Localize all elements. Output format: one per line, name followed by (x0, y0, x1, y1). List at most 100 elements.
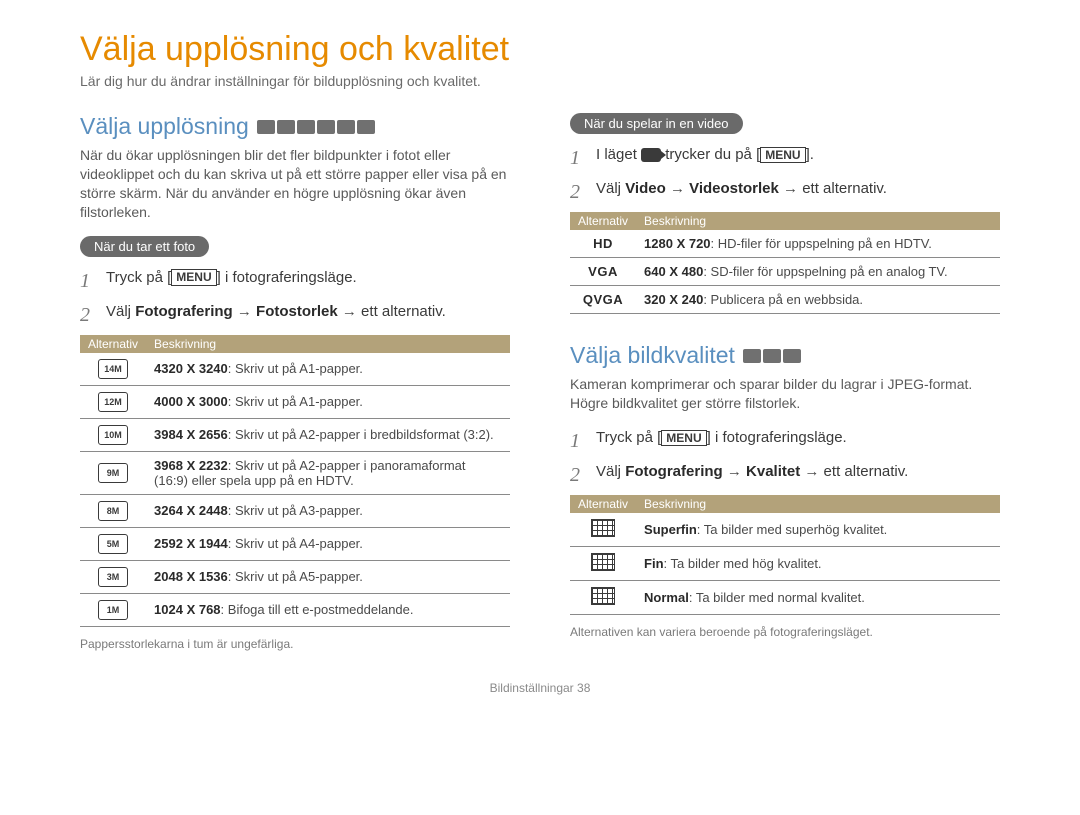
table-row: 12M 4000 X 3000: Skriv ut på A1-papper. (80, 385, 510, 418)
left-column: Välja upplösning När du ökar upplösninge… (80, 113, 510, 651)
note-quality: Alternativen kan variera beroende på fot… (570, 625, 1000, 639)
table-row: 5M2592 X 1944: Skriv ut på A4-papper. (80, 527, 510, 560)
option-icon-cell (570, 546, 636, 580)
table-header: Alternativ Beskrivning (570, 212, 1000, 230)
pill-photo: När du tar ett foto (80, 236, 209, 257)
table-row: QVGA 320 X 240: Publicera på en webbsida. (570, 286, 1000, 314)
table-row: Superfin: Ta bilder med superhög kvalite… (570, 513, 1000, 547)
desc-cell: 3984 X 2656: Skriv ut på A2-papper i bre… (146, 418, 510, 451)
table-header: Alternativ Beskrivning (80, 335, 510, 353)
text: I läget (596, 146, 641, 163)
text: Välj (596, 180, 625, 197)
option-icon-cell: 9M (80, 451, 146, 494)
option-icon-cell: 14M (80, 353, 146, 386)
text: ett alternativ. (819, 463, 908, 480)
text: Tryck på [ (106, 269, 171, 286)
step-1: 1 Tryck på [MENU] i fotograferingsläge. (80, 267, 510, 295)
step-number: 2 (570, 178, 588, 206)
table-row: 9M3968 X 2232: Skriv ut på A2-papper i p… (80, 451, 510, 494)
video-format-label: HD (593, 236, 613, 251)
page-footer: Bildinställningar 38 (80, 681, 1000, 695)
arrow-icon: → (804, 463, 819, 480)
desc-cell: Normal: Ta bilder med normal kvalitet. (636, 580, 1000, 614)
table-row: Fin: Ta bilder med hög kvalitet. (570, 546, 1000, 580)
th-option: Alternativ (570, 212, 636, 230)
option-icon-cell: 3M (80, 560, 146, 593)
desc-cell: 3968 X 2232: Skriv ut på A2-papper i pan… (146, 451, 510, 494)
resolution-icon: 14M (98, 359, 128, 379)
mode-icons (257, 120, 375, 134)
step-2: 2 Välj Fotografering → Fotostorlek → ett… (80, 301, 510, 329)
quality-icon (591, 587, 615, 605)
right-column: När du spelar in en video 1 I läget tryc… (570, 113, 1000, 651)
text: Fotografering (135, 303, 233, 320)
th-option: Alternativ (80, 335, 146, 353)
mode-icon (297, 120, 315, 134)
mode-icons (743, 349, 801, 363)
video-format-label: QVGA (583, 292, 623, 307)
table-row: HD1280 X 720: HD-filer för uppspelning p… (570, 230, 1000, 258)
step-number: 1 (570, 144, 588, 172)
desc-cell: 4000 X 3000: Skriv ut på A1-papper. (146, 385, 510, 418)
option-icon-cell: 1M (80, 593, 146, 626)
desc-cell: 640 X 480: SD-filer för uppspelning på e… (636, 258, 1000, 286)
desc-cell: 2592 X 1944: Skriv ut på A4-papper. (146, 527, 510, 560)
option-icon-cell: VGA (570, 258, 636, 286)
intro-quality: Kameran komprimerar och sparar bilder du… (570, 375, 1000, 413)
table-row: 1M 1024 X 768: Bifoga till ett e-postmedd… (80, 593, 510, 626)
th-desc: Beskrivning (146, 335, 510, 353)
page-subtitle: Lär dig hur du ändrar inställningar för … (80, 73, 1000, 89)
heading-resolution: Välja upplösning (80, 113, 510, 140)
photo-size-table: Alternativ Beskrivning 14M 4320 X 3240: S… (80, 335, 510, 627)
option-icon-cell: 12M (80, 385, 146, 418)
note-paper: Pappersstorlekarna i tum är ungefärliga. (80, 637, 510, 651)
mode-icon (257, 120, 275, 134)
table-row: VGA 640 X 480: SD-filer för uppspelning p… (570, 258, 1000, 286)
mode-icon (783, 349, 801, 363)
heading-resolution-text: Välja upplösning (80, 113, 249, 140)
text: ] i fotograferingsläge. (707, 429, 847, 446)
table-row: Normal: Ta bilder med normal kvalitet. (570, 580, 1000, 614)
text: Välj (596, 463, 625, 480)
option-icon-cell: 8M (80, 494, 146, 527)
text: Video (625, 180, 666, 197)
menu-button-label: MENU (760, 147, 805, 163)
text: ett alternativ. (357, 303, 446, 320)
th-desc: Beskrivning (636, 495, 1000, 513)
text: ]. (806, 146, 814, 163)
text: ] i fotograferingsläge. (217, 269, 357, 286)
arrow-icon: → (237, 303, 252, 320)
heading-quality-text: Välja bildkvalitet (570, 342, 735, 369)
resolution-icon: 1M (98, 600, 128, 620)
resolution-icon: 10M (98, 425, 128, 445)
resolution-icon: 3M (98, 567, 128, 587)
footer-section: Bildinställningar (490, 681, 574, 695)
step-number: 1 (80, 267, 98, 295)
mode-icon (337, 120, 355, 134)
text: Fotografering (625, 463, 723, 480)
quality-table: Alternativ Beskrivning Superfin: Ta bild… (570, 495, 1000, 615)
mode-icon (763, 349, 781, 363)
mode-icon (317, 120, 335, 134)
desc-cell: Superfin: Ta bilder med superhög kvalite… (636, 513, 1000, 547)
text: Kvalitet (746, 463, 800, 480)
pill-video: När du spelar in en video (570, 113, 743, 134)
heading-quality: Välja bildkvalitet (570, 342, 1000, 369)
video-format-label: VGA (588, 264, 618, 279)
table-row: 10M 3984 X 2656: Skriv ut på A2-papper i … (80, 418, 510, 451)
quality-icon (591, 553, 615, 571)
option-icon-cell: QVGA (570, 286, 636, 314)
menu-button-label: MENU (661, 430, 706, 446)
desc-cell: 4320 X 3240: Skriv ut på A1-papper. (146, 353, 510, 386)
text: Fotostorlek (256, 303, 338, 320)
menu-button-label: MENU (171, 269, 216, 285)
arrow-icon: → (783, 180, 798, 197)
video-size-table: Alternativ Beskrivning HD1280 X 720: HD-… (570, 212, 1000, 314)
desc-cell: 1024 X 768: Bifoga till ett e-postmeddel… (146, 593, 510, 626)
text: Videostorlek (689, 180, 779, 197)
desc-cell: 320 X 240: Publicera på en webbsida. (636, 286, 1000, 314)
qstep-1: 1 Tryck på [MENU] i fotograferingsläge. (570, 427, 1000, 455)
step-number: 2 (570, 461, 588, 489)
option-icon-cell: HD (570, 230, 636, 258)
resolution-icon: 12M (98, 392, 128, 412)
